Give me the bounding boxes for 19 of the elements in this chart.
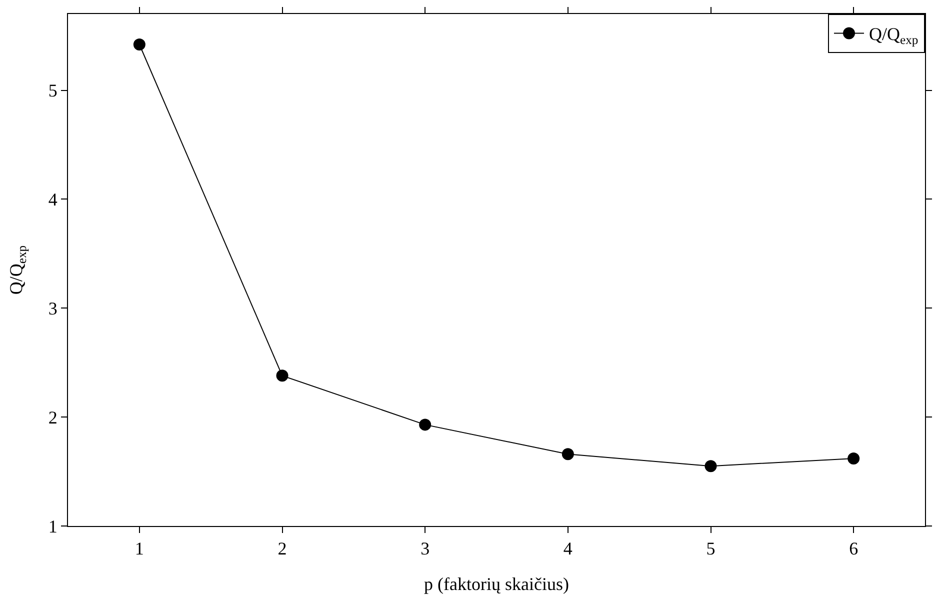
x-tick-label: 1 bbox=[134, 538, 144, 559]
y-tick-label: 2 bbox=[48, 407, 58, 428]
x-axis-title: p (faktorių skaičius) bbox=[424, 574, 569, 594]
legend-label: Q/Q$_{exp}$ bbox=[869, 24, 918, 47]
y-tick-label: 4 bbox=[48, 189, 58, 210]
y-tick-label: 3 bbox=[48, 298, 58, 318]
point bbox=[704, 460, 717, 472]
point bbox=[848, 452, 860, 464]
point bbox=[133, 38, 146, 50]
x-tick-label: 6 bbox=[849, 538, 858, 559]
x-tick-label: 2 bbox=[278, 538, 287, 559]
point bbox=[276, 370, 288, 382]
point bbox=[419, 418, 432, 431]
x-tick-label: 5 bbox=[706, 538, 716, 559]
y-tick-label: 1 bbox=[48, 516, 58, 536]
y-tick-label: 5 bbox=[48, 80, 58, 101]
point bbox=[562, 448, 574, 460]
x-tick-label: 3 bbox=[420, 538, 430, 559]
x-tick-label: 4 bbox=[563, 538, 572, 559]
